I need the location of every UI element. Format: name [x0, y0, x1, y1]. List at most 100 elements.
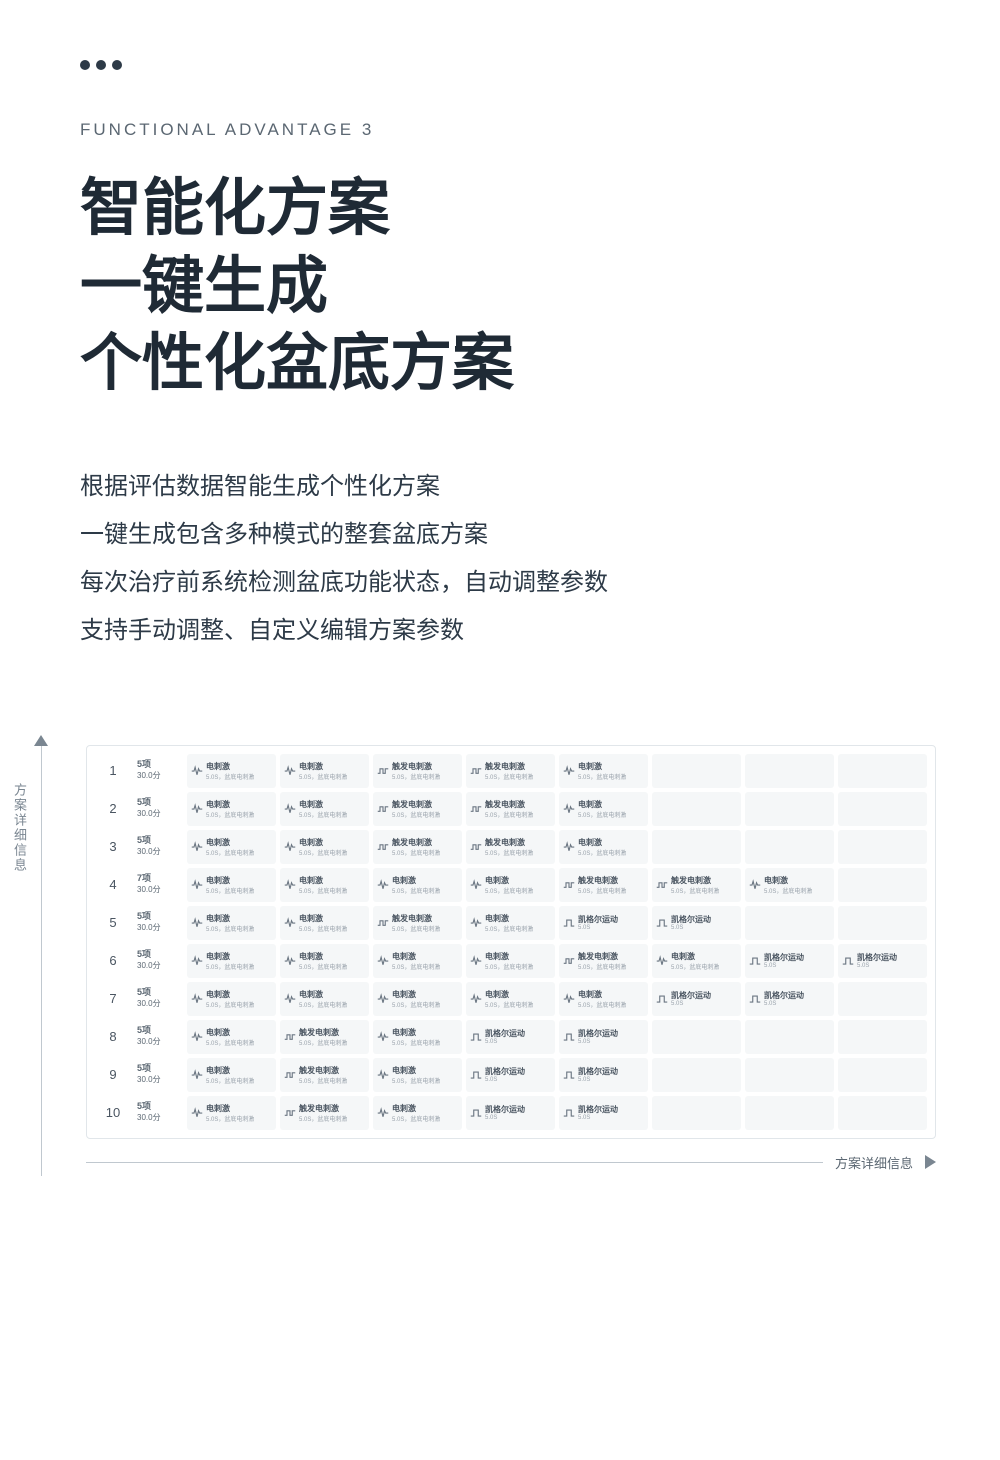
cell-text: 触发电刺激5.0S，盆底电刺激 [578, 875, 626, 895]
row-duration: 5项30.0分 [137, 1096, 181, 1130]
cell-text: 凯格尔运动5.0S [578, 914, 618, 931]
empty-cell [838, 830, 927, 864]
empty-cell [838, 982, 927, 1016]
cell-text: 凯格尔运动5.0S [857, 952, 897, 969]
bullet-item: 一键生成包含多种模式的整套盆底方案 [80, 511, 920, 559]
cell-text: 触发电刺激5.0S，盆底电刺激 [392, 761, 440, 781]
cell-text: 电刺激5.0S，盆底电刺激 [764, 875, 812, 895]
treatment-cell-trig: 触发电刺激5.0S，盆底电刺激 [373, 754, 462, 788]
cell-text: 电刺激5.0S，盆底电刺激 [671, 951, 719, 971]
cell-text: 电刺激5.0S，盆底电刺激 [485, 951, 533, 971]
pulse-icon [284, 955, 296, 967]
treatment-cell-trig: 触发电刺激5.0S，盆底电刺激 [652, 868, 741, 902]
treatment-cell-kegel: 凯格尔运动5.0S [466, 1020, 555, 1054]
treatment-cell-elec: 电刺激5.0S，盆底电刺激 [373, 1020, 462, 1054]
treatment-cell-elec: 电刺激5.0S，盆底电刺激 [187, 906, 276, 940]
square-pulse-icon [377, 841, 389, 853]
empty-cell [652, 1096, 741, 1130]
treatment-cell-elec: 电刺激5.0S，盆底电刺激 [466, 982, 555, 1016]
empty-cell [652, 792, 741, 826]
table-row: 75项30.0分电刺激5.0S，盆底电刺激电刺激5.0S，盆底电刺激电刺激5.0… [95, 982, 927, 1016]
treatment-cell-elec: 电刺激5.0S，盆底电刺激 [187, 1020, 276, 1054]
row-cells: 电刺激5.0S，盆底电刺激电刺激5.0S，盆底电刺激触发电刺激5.0S，盆底电刺… [187, 830, 927, 864]
empty-cell [745, 830, 834, 864]
treatment-cell-elec: 电刺激5.0S，盆底电刺激 [187, 1058, 276, 1092]
pulse-icon [284, 993, 296, 1005]
empty-cell [652, 754, 741, 788]
pulse-icon [563, 803, 575, 815]
row-duration: 5项30.0分 [137, 792, 181, 826]
treatment-cell-kegel: 凯格尔运动5.0S [466, 1058, 555, 1092]
treatment-cell-kegel: 凯格尔运动5.0S [838, 944, 927, 978]
cell-text: 触发电刺激5.0S，盆底电刺激 [485, 837, 533, 857]
cell-text: 凯格尔运动5.0S [485, 1104, 525, 1121]
dot [80, 60, 90, 70]
pulse-icon [191, 955, 203, 967]
table-row: 25项30.0分电刺激5.0S，盆底电刺激电刺激5.0S，盆底电刺激触发电刺激5… [95, 792, 927, 826]
row-cells: 电刺激5.0S，盆底电刺激触发电刺激5.0S，盆底电刺激电刺激5.0S，盆底电刺… [187, 1058, 927, 1092]
dot [96, 60, 106, 70]
row-duration: 5项30.0分 [137, 944, 181, 978]
bullet-item: 根据评估数据智能生成个性化方案 [80, 463, 920, 511]
step-icon [842, 955, 854, 967]
treatment-cell-elec: 电刺激5.0S，盆底电刺激 [280, 830, 369, 864]
table-row: 105项30.0分电刺激5.0S，盆底电刺激触发电刺激5.0S，盆底电刺激电刺激… [95, 1096, 927, 1130]
bullet-item: 支持手动调整、自定义编辑方案参数 [80, 607, 920, 655]
cell-text: 凯格尔运动5.0S [764, 990, 804, 1007]
empty-cell [838, 868, 927, 902]
pulse-icon [470, 879, 482, 891]
treatment-cell-trig: 触发电刺激5.0S，盆底电刺激 [280, 1096, 369, 1130]
cell-text: 电刺激5.0S，盆底电刺激 [206, 799, 254, 819]
row-number: 8 [95, 1020, 131, 1054]
cell-text: 电刺激5.0S，盆底电刺激 [299, 875, 347, 895]
treatment-cell-elec: 电刺激5.0S，盆底电刺激 [652, 944, 741, 978]
cell-text: 凯格尔运动5.0S [578, 1028, 618, 1045]
cell-text: 触发电刺激5.0S，盆底电刺激 [392, 799, 440, 819]
square-pulse-icon [563, 879, 575, 891]
treatment-cell-elec: 电刺激5.0S，盆底电刺激 [373, 868, 462, 902]
pulse-icon [377, 879, 389, 891]
empty-cell [745, 1020, 834, 1054]
cell-text: 凯格尔运动5.0S [485, 1028, 525, 1045]
row-duration: 5项30.0分 [137, 1020, 181, 1054]
step-icon [563, 1069, 575, 1081]
cell-text: 触发电刺激5.0S，盆底电刺激 [485, 799, 533, 819]
empty-cell [652, 830, 741, 864]
treatment-cell-elec: 电刺激5.0S，盆底电刺激 [373, 944, 462, 978]
step-icon [749, 955, 761, 967]
treatment-cell-kegel: 凯格尔运动5.0S [652, 982, 741, 1016]
cell-text: 电刺激5.0S，盆底电刺激 [392, 875, 440, 895]
treatment-cell-elec: 电刺激5.0S，盆底电刺激 [187, 982, 276, 1016]
treatment-cell-elec: 电刺激5.0S，盆底电刺激 [280, 906, 369, 940]
schedule-table: 15项30.0分电刺激5.0S，盆底电刺激电刺激5.0S，盆底电刺激触发电刺激5… [86, 745, 936, 1139]
treatment-cell-elec: 电刺激5.0S，盆底电刺激 [745, 868, 834, 902]
feature-bullets: 根据评估数据智能生成个性化方案 一键生成包含多种模式的整套盆底方案 每次治疗前系… [80, 463, 920, 655]
pulse-icon [749, 879, 761, 891]
cell-text: 凯格尔运动5.0S [578, 1104, 618, 1121]
cell-text: 电刺激5.0S，盆底电刺激 [299, 989, 347, 1009]
square-pulse-icon [563, 955, 575, 967]
cell-text: 电刺激5.0S，盆底电刺激 [299, 799, 347, 819]
treatment-cell-elec: 电刺激5.0S，盆底电刺激 [187, 754, 276, 788]
treatment-cell-trig: 触发电刺激5.0S，盆底电刺激 [280, 1058, 369, 1092]
cell-text: 触发电刺激5.0S，盆底电刺激 [671, 875, 719, 895]
cell-text: 电刺激5.0S，盆底电刺激 [392, 1103, 440, 1123]
treatment-cell-elec: 电刺激5.0S，盆底电刺激 [466, 868, 555, 902]
pulse-icon [191, 1107, 203, 1119]
cell-text: 电刺激5.0S，盆底电刺激 [206, 1103, 254, 1123]
step-icon [656, 917, 668, 929]
title-line: 一键生成 [80, 248, 920, 326]
step-icon [470, 1069, 482, 1081]
treatment-cell-elec: 电刺激5.0S，盆底电刺激 [187, 792, 276, 826]
treatment-cell-elec: 电刺激5.0S，盆底电刺激 [373, 982, 462, 1016]
pulse-icon [377, 955, 389, 967]
empty-cell [745, 1058, 834, 1092]
row-cells: 电刺激5.0S，盆底电刺激电刺激5.0S，盆底电刺激触发电刺激5.0S，盆底电刺… [187, 754, 927, 788]
square-pulse-icon [470, 765, 482, 777]
row-number: 5 [95, 906, 131, 940]
empty-cell [838, 792, 927, 826]
cell-text: 电刺激5.0S，盆底电刺激 [206, 837, 254, 857]
cell-text: 触发电刺激5.0S，盆底电刺激 [299, 1065, 347, 1085]
treatment-cell-trig: 触发电刺激5.0S，盆底电刺激 [373, 830, 462, 864]
row-number: 7 [95, 982, 131, 1016]
